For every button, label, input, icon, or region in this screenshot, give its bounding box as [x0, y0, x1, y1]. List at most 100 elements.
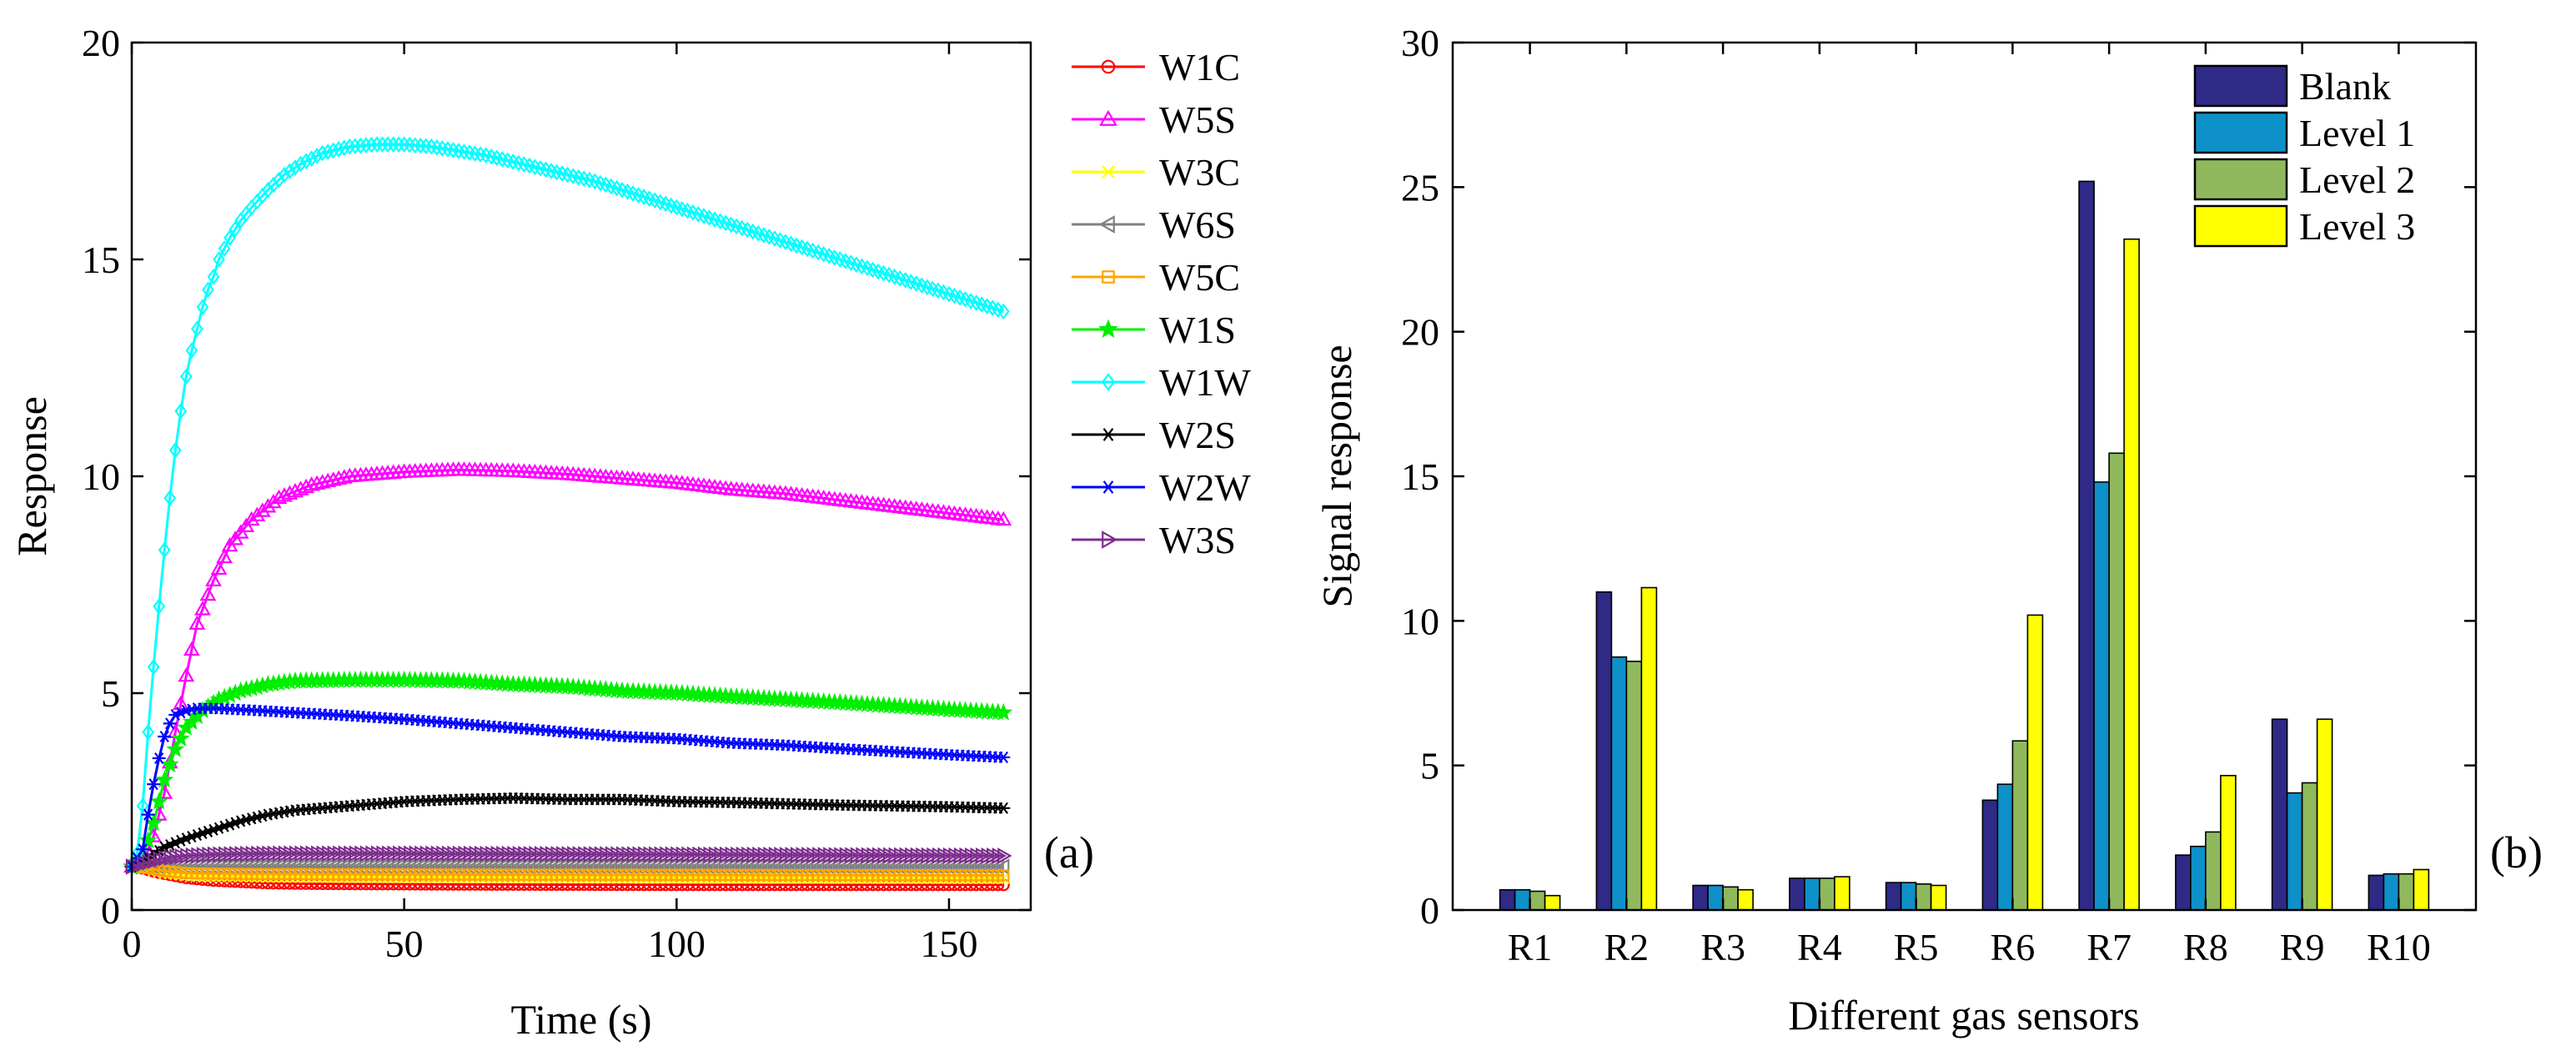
line-chart-y-axis-label: Response — [8, 396, 55, 556]
data-point-w5s — [995, 510, 1012, 526]
data-point-w5s — [216, 548, 233, 564]
bar-r2-level-1 — [1610, 656, 1628, 911]
data-point-w5c — [997, 869, 1010, 882]
legend-swatch — [2193, 111, 2288, 154]
data-point-w5s — [314, 474, 331, 489]
legend-marker — [1102, 531, 1118, 549]
series-w2w — [125, 702, 1011, 873]
legend-label: W1S — [1159, 309, 1236, 351]
data-point-w2w — [152, 752, 166, 765]
legend-label: W6S — [1159, 204, 1236, 246]
line-chart-panel: 0 50 100 150 0 5 10 15 20 Time (s) Response W1C… — [8, 22, 1251, 1043]
data-point-w1w — [289, 159, 302, 176]
data-point-w1w — [387, 136, 399, 153]
data-point-w1w — [158, 541, 171, 559]
legend-label: W2W — [1159, 466, 1251, 509]
data-point-w1w — [365, 136, 378, 153]
legend-marker — [1101, 373, 1116, 391]
data-point-w2w — [141, 808, 155, 821]
data-point-w1s — [166, 740, 185, 757]
legend-marker — [1098, 319, 1118, 339]
data-point-w1s — [171, 729, 190, 747]
legend-swatch — [2193, 158, 2288, 201]
bar-r5-level-2 — [1915, 883, 1932, 911]
data-point-w1w — [142, 723, 154, 741]
x-tick-label: 100 — [648, 923, 706, 965]
data-point-w5s — [319, 472, 337, 488]
data-point-w5s — [330, 470, 348, 485]
legend-swatch — [2193, 204, 2288, 248]
bar-r9-blank — [2271, 718, 2288, 911]
bar-group-r7 — [2078, 180, 2140, 911]
legend-label: W2S — [1159, 414, 1236, 456]
bar-r1-level-1 — [1514, 888, 1531, 911]
bar-r7-level-1 — [2093, 481, 2110, 911]
bar-chart-panel: R1 R2 R3 R4 R5 R6 R7 R8 R9 R10 0 5 10 15 20 25 30 Diffe… — [1313, 22, 2543, 1038]
data-point-w1w — [332, 141, 345, 158]
data-point-w1w — [179, 368, 193, 385]
x-tick-label: R4 — [1797, 926, 1842, 968]
data-point-w1w — [354, 137, 367, 154]
series-w1s — [123, 670, 1013, 875]
data-point-w1w — [213, 251, 225, 268]
bar-r4-level-3 — [1834, 876, 1850, 911]
bar-r3-level-3 — [1737, 888, 1754, 911]
legend-entry-w1s: W1S — [1072, 309, 1236, 351]
data-point-w1s — [144, 813, 163, 832]
bar-chart-bars-group — [1499, 180, 2430, 911]
data-point-w5s — [292, 480, 309, 495]
x-tick-label: R9 — [2280, 926, 2325, 968]
legend-label: W3S — [1159, 519, 1236, 561]
legend-label: Blank — [2299, 65, 2391, 108]
x-tick-label: R8 — [2183, 926, 2228, 968]
legend-entry-w2w: W2W — [1072, 466, 1251, 509]
bar-group-r4 — [1789, 876, 1850, 911]
legend-swatch — [2193, 64, 2288, 108]
data-point-w1w — [376, 136, 389, 153]
x-tick-label: R2 — [1604, 926, 1650, 968]
bar-r1-level-2 — [1529, 890, 1546, 911]
bar-r7-blank — [2078, 180, 2095, 911]
legend-entry-level-1: Level 1 — [2193, 111, 2415, 154]
legend-label: W1W — [1159, 361, 1251, 404]
bar-r7-level-2 — [2108, 452, 2125, 911]
legend-marker — [1101, 480, 1116, 494]
bar-r10-level-3 — [2413, 868, 2430, 911]
data-point-w1w — [299, 153, 313, 170]
y-tick-label: 5 — [1420, 745, 1439, 787]
bar-chart-y-axis-label: Signal response — [1313, 344, 1360, 607]
bar-chart-panel-label: (b) — [2490, 827, 2543, 877]
data-point-w5s — [172, 695, 189, 711]
data-point-w1w — [191, 320, 203, 338]
legend-entry-w6s: W6S — [1072, 204, 1236, 246]
legend-label: W3C — [1159, 151, 1240, 194]
line-chart-legend: W1C W5S W3C W6S W5C W1S W1W W2S W2W W3S — [1072, 46, 1251, 561]
bar-r2-level-2 — [1625, 661, 1643, 911]
legend-entry-level-3: Level 3 — [2193, 204, 2415, 248]
bar-r3-level-1 — [1707, 884, 1724, 911]
legend-entry-w3c: W3C — [1072, 151, 1240, 194]
data-point-w5s — [259, 498, 277, 513]
data-point-w1w — [284, 163, 296, 180]
x-tick-label: R7 — [2086, 926, 2132, 968]
bar-r2-blank — [1595, 591, 1613, 911]
legend-label: Level 3 — [2299, 205, 2415, 248]
line-chart-panel-label: (a) — [1044, 827, 1094, 877]
legend-label: W5C — [1159, 256, 1240, 299]
data-point-w5s — [309, 475, 326, 490]
y-tick-label: 15 — [82, 239, 120, 281]
y-tick-label: 30 — [1401, 22, 1439, 64]
legend-marker — [1101, 428, 1116, 441]
legend-label: Level 1 — [2299, 112, 2415, 154]
bar-r9-level-1 — [2286, 792, 2303, 911]
bar-r4-level-1 — [1804, 877, 1820, 911]
bar-r1-level-3 — [1544, 894, 1561, 911]
line-chart-x-axis-label: Time (s) — [510, 996, 651, 1043]
data-point-w5s — [303, 476, 320, 491]
bar-r9-level-3 — [2316, 718, 2333, 911]
legend-marker — [1098, 215, 1115, 234]
data-point-w1w — [196, 299, 209, 316]
legend-label: W5S — [1159, 98, 1236, 141]
series-w1w — [125, 136, 1010, 875]
x-tick-label: 50 — [385, 923, 424, 965]
